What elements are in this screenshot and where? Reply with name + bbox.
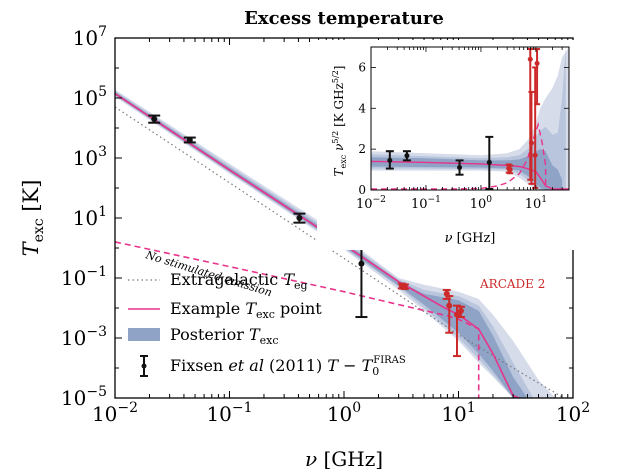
x-axis-label: ν [GHz] xyxy=(305,447,383,471)
series-line-1 xyxy=(115,106,566,398)
arcade-point-2-marker xyxy=(401,283,408,290)
y-tick-label: 10−5 xyxy=(61,384,107,410)
x-tick-label: 102 xyxy=(556,400,590,426)
fixsen-point-1-marker xyxy=(151,115,158,122)
inset-y-tick-label: 4 xyxy=(358,101,366,115)
inset-arcade-point-3-marker xyxy=(527,56,533,62)
inset-arcade-point-2 xyxy=(507,164,514,175)
inset-frame xyxy=(370,46,570,191)
inset-fixsen-point-1-marker xyxy=(387,157,393,163)
fixsen-point-4-marker xyxy=(358,260,365,267)
y-tick-label: 105 xyxy=(73,84,107,110)
arcade-point-2 xyxy=(400,283,409,290)
inset-y-tick-label: 6 xyxy=(358,60,366,74)
main-plot-area xyxy=(115,89,566,398)
inset-axis-ticks xyxy=(370,47,570,191)
inset-y-tick-label: 0 xyxy=(358,183,366,197)
inset-posterior-band-3 xyxy=(371,149,563,190)
fixsen-point-1 xyxy=(148,114,161,124)
arcade-point-4-marker xyxy=(446,302,453,309)
annotation-arcade: ARCADE 2 xyxy=(479,277,545,291)
inset-x-tick-label: 10−2 xyxy=(356,195,386,212)
legend-swatch-posterior xyxy=(128,328,160,341)
fixsen-point-2-marker xyxy=(186,136,193,143)
inset-series-line-2 xyxy=(371,121,547,190)
arcade-point-4 xyxy=(445,295,454,334)
fixsen-point-3-marker xyxy=(296,215,303,221)
legend-label-ex: Example Texc point xyxy=(170,299,322,321)
inset-posterior-band-1 xyxy=(371,47,569,190)
x-tick-label: 10−2 xyxy=(92,400,138,426)
fixsen-point-2 xyxy=(183,136,196,144)
inset-y-tick-label: 2 xyxy=(358,142,366,156)
fixsen-point-3 xyxy=(293,212,306,224)
inset-fixsen-point-1 xyxy=(385,150,394,170)
inset-fixsen-point-3-marker xyxy=(457,165,463,171)
inset-y-axis-label: Texc ν5/2 [K GHz5/2] xyxy=(331,66,348,177)
legend-swatch-fixsen-marker xyxy=(141,363,147,369)
inset-x-tick-label: 101 xyxy=(525,195,547,212)
legend-label-eg: Extragalactic Teg xyxy=(170,270,308,292)
x-tick-label: 100 xyxy=(327,400,361,426)
inset-fixsen-point-4-marker xyxy=(486,159,492,165)
inset-fixsen-point-2-marker xyxy=(404,153,410,159)
chart-title: Excess temperature xyxy=(244,8,444,29)
legend: Extragalactic Teg Example Texc point Poste… xyxy=(128,270,406,378)
y-tick-label: 101 xyxy=(73,204,107,230)
inset-plot: 0 2 4 6 10−2 10−1 100 101 ν [GHz] Texc ν5/2 [K GH… xyxy=(317,40,575,250)
series-line-3 xyxy=(115,241,480,398)
main-plot: 10−2 10−1 100 101 102 10−5 10−3 10−1 101 103 105 10… xyxy=(19,24,590,471)
x-tick-label: 101 xyxy=(441,400,475,426)
inset-x-tick-label: 100 xyxy=(470,195,493,212)
legend-swatch-fixsen xyxy=(140,355,148,377)
legend-label-fix: Fixsen et al (2011) T − T0FIRAS xyxy=(170,355,406,378)
arcade-point-6 xyxy=(456,305,465,319)
inset-fixsen-point-4 xyxy=(485,135,494,190)
series-line-2 xyxy=(115,92,522,398)
y-tick-label: 103 xyxy=(73,144,107,170)
inset-arcade-point-2-marker xyxy=(507,167,513,173)
inset-arcade-point-6 xyxy=(534,48,541,106)
inset-arcade-point-5-marker xyxy=(532,152,538,158)
inset-x-tick-label: 10−1 xyxy=(411,195,441,212)
x-tick-label: 10−1 xyxy=(206,400,252,426)
inset-fixsen-point-2 xyxy=(402,150,411,162)
y-tick-label: 10−3 xyxy=(61,324,107,350)
inset-plot-area xyxy=(371,47,569,190)
y-tick-label: 10−1 xyxy=(61,264,107,290)
y-axis-label: Texc [K] xyxy=(19,180,47,257)
inset-arcade-point-4 xyxy=(528,90,535,185)
arcade-point-6-marker xyxy=(457,307,464,314)
legend-label-post: Posterior Texc xyxy=(170,325,279,347)
inset-arcade-point-4-marker xyxy=(528,140,534,146)
y-tick-label: 107 xyxy=(73,24,107,50)
inset-fixsen-point-3 xyxy=(455,159,464,176)
inset-arcade-point-6-marker xyxy=(534,60,540,66)
inset-x-axis-label: ν [GHz] xyxy=(445,231,496,246)
